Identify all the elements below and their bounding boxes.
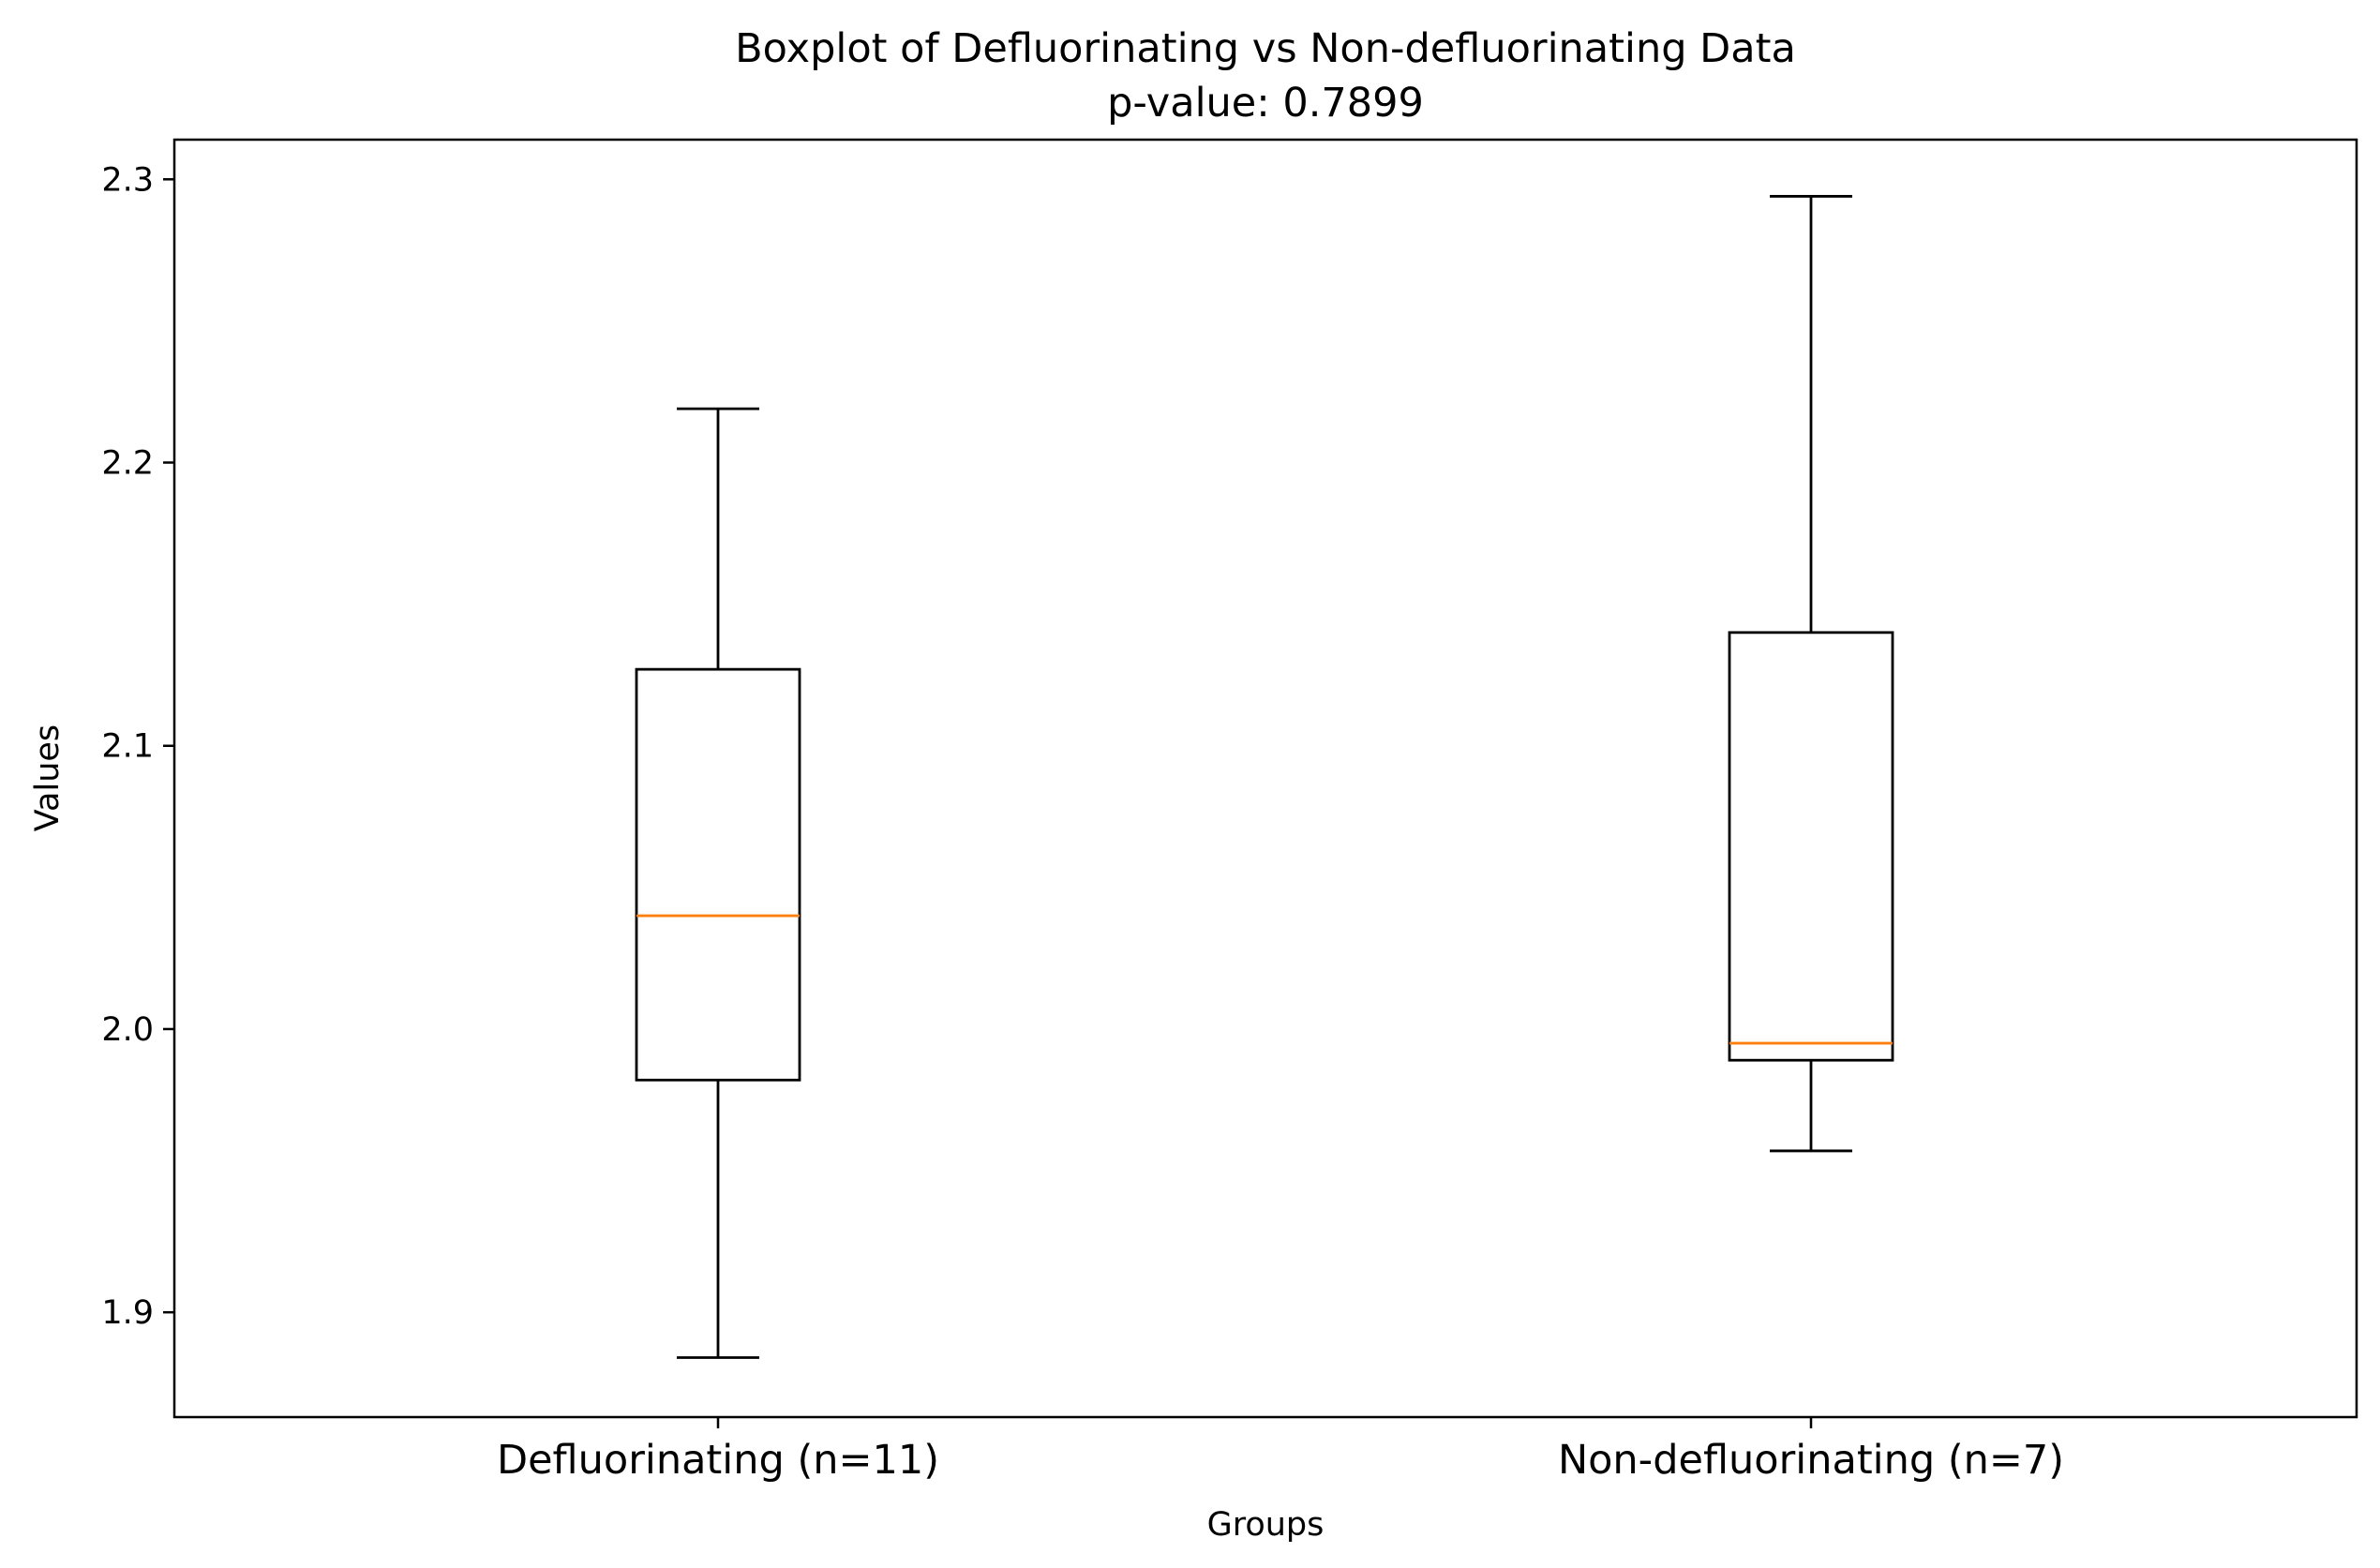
plot-frame [172,138,2358,1419]
y-tick-label: 2.1 [101,728,154,766]
y-tick-label: 2.2 [101,445,154,483]
y-tick-label: 2.0 [101,1011,154,1049]
y-tick-label: 2.3 [101,161,154,199]
box-group [1728,195,1894,1153]
y-tick-label: 1.9 [101,1294,154,1332]
x-tick-label: Non-defluorinating (n=7) [1558,1437,2064,1484]
x-axis-label: Groups [1207,1506,1325,1544]
chart-title: Boxplot of Defluorinating vs Non-defluor… [735,25,1796,72]
y-axis-label: Values [29,724,67,831]
iqr-box [635,667,801,1082]
chart-subtitle: p-value: 0.7899 [1107,80,1424,127]
box-group [635,407,801,1359]
x-tick-label: Defluorinating (n=11) [497,1437,939,1484]
iqr-box [1728,631,1894,1062]
plot-area [635,195,1894,1359]
